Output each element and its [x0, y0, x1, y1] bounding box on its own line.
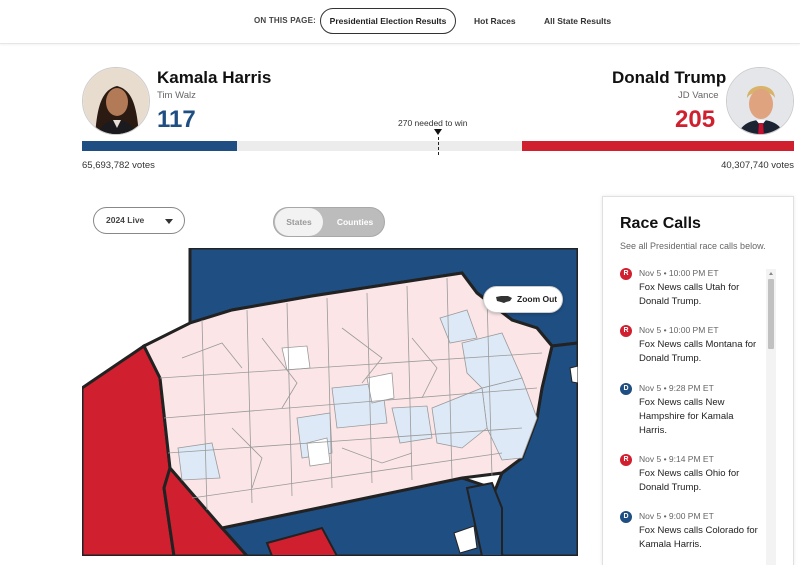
majority-line	[438, 137, 439, 155]
county-erie	[439, 309, 478, 344]
trump-electoral-votes: 205	[675, 106, 716, 133]
needed-to-win-label: 270 needed to win	[398, 118, 468, 128]
trump-running-mate: JD Vance	[678, 90, 719, 101]
nav-label: ON THIS PAGE:	[254, 16, 317, 25]
nav-presidential-results[interactable]: Presidential Election Results	[320, 8, 456, 34]
race-calls-title: Race Calls	[620, 215, 701, 232]
state-delaware	[465, 481, 503, 556]
race-call-time: Nov 5 • 10:00 PM ET	[639, 325, 719, 335]
party-badge: R	[620, 454, 632, 466]
county-lehigh	[461, 332, 523, 389]
trump-avatar	[726, 67, 794, 135]
nav-hot-races[interactable]: Hot Races	[474, 16, 516, 26]
race-call-text: Fox News calls Colorado for Kamala Harri…	[639, 525, 758, 550]
harris-electoral-votes: 117	[157, 106, 196, 133]
year-select-value: 2024 Live	[106, 215, 145, 225]
zoom-out-label: Zoom Out	[517, 294, 558, 304]
state-virginia-sliver	[265, 526, 339, 556]
year-select[interactable]: 2024 Live	[93, 207, 185, 234]
race-call-text: Fox News calls Montana for Donald Trump.	[639, 339, 757, 364]
needed-to-win-marker	[434, 129, 442, 135]
electoral-vote-bar	[82, 137, 794, 155]
harris-popular-votes: 65,693,782 votes	[82, 160, 155, 171]
county-lackawanna	[391, 405, 433, 444]
harris-bar-fill	[82, 141, 237, 151]
us-map-icon	[496, 296, 512, 303]
toggle-counties[interactable]: Counties	[336, 217, 374, 227]
zoom-out-button[interactable]: Zoom Out	[483, 286, 563, 313]
party-badge: R	[620, 325, 632, 337]
harris-running-mate: Tim Walz	[157, 90, 196, 101]
party-badge: R	[620, 268, 632, 280]
scrollbar-thumb[interactable]	[768, 279, 774, 349]
trump-name: Donald Trump	[612, 68, 727, 87]
map-level-toggle[interactable]: States Counties	[273, 207, 385, 237]
race-call-time: Nov 5 • 9:28 PM ET	[639, 383, 714, 393]
party-badge: D	[620, 383, 632, 395]
race-call-time: Nov 5 • 9:00 PM ET	[639, 511, 714, 521]
election-map[interactable]	[82, 248, 578, 556]
nav-all-state-results[interactable]: All State Results	[544, 16, 612, 26]
harris-avatar	[82, 67, 150, 135]
party-badge: D	[620, 511, 632, 523]
race-calls-subtitle: See all Presidential race calls below.	[620, 241, 766, 251]
trump-bar-fill	[522, 141, 794, 151]
race-call-time: Nov 5 • 10:00 PM ET	[639, 268, 719, 278]
trump-popular-votes: 40,307,740 votes	[721, 160, 794, 171]
race-call-time: Nov 5 • 9:14 PM ET	[639, 454, 714, 464]
race-call-text: Fox News calls Utah for Donald Trump.	[639, 282, 740, 307]
race-calls-scrollbar[interactable]	[766, 269, 776, 565]
race-calls-panel: Race Calls See all Presidential race cal…	[602, 196, 794, 565]
scroll-up-icon[interactable]	[769, 272, 773, 275]
race-call-text: Fox News calls New Hampshire for Kamala …	[639, 397, 734, 436]
race-call-text: Fox News calls Ohio for Donald Trump.	[639, 468, 740, 493]
toggle-states[interactable]: States	[275, 208, 323, 236]
page-nav: ON THIS PAGE: Presidential Election Resu…	[0, 0, 800, 44]
county-allegheny	[177, 442, 221, 481]
chevron-down-icon	[165, 219, 173, 224]
harris-name: Kamala Harris	[157, 68, 272, 87]
